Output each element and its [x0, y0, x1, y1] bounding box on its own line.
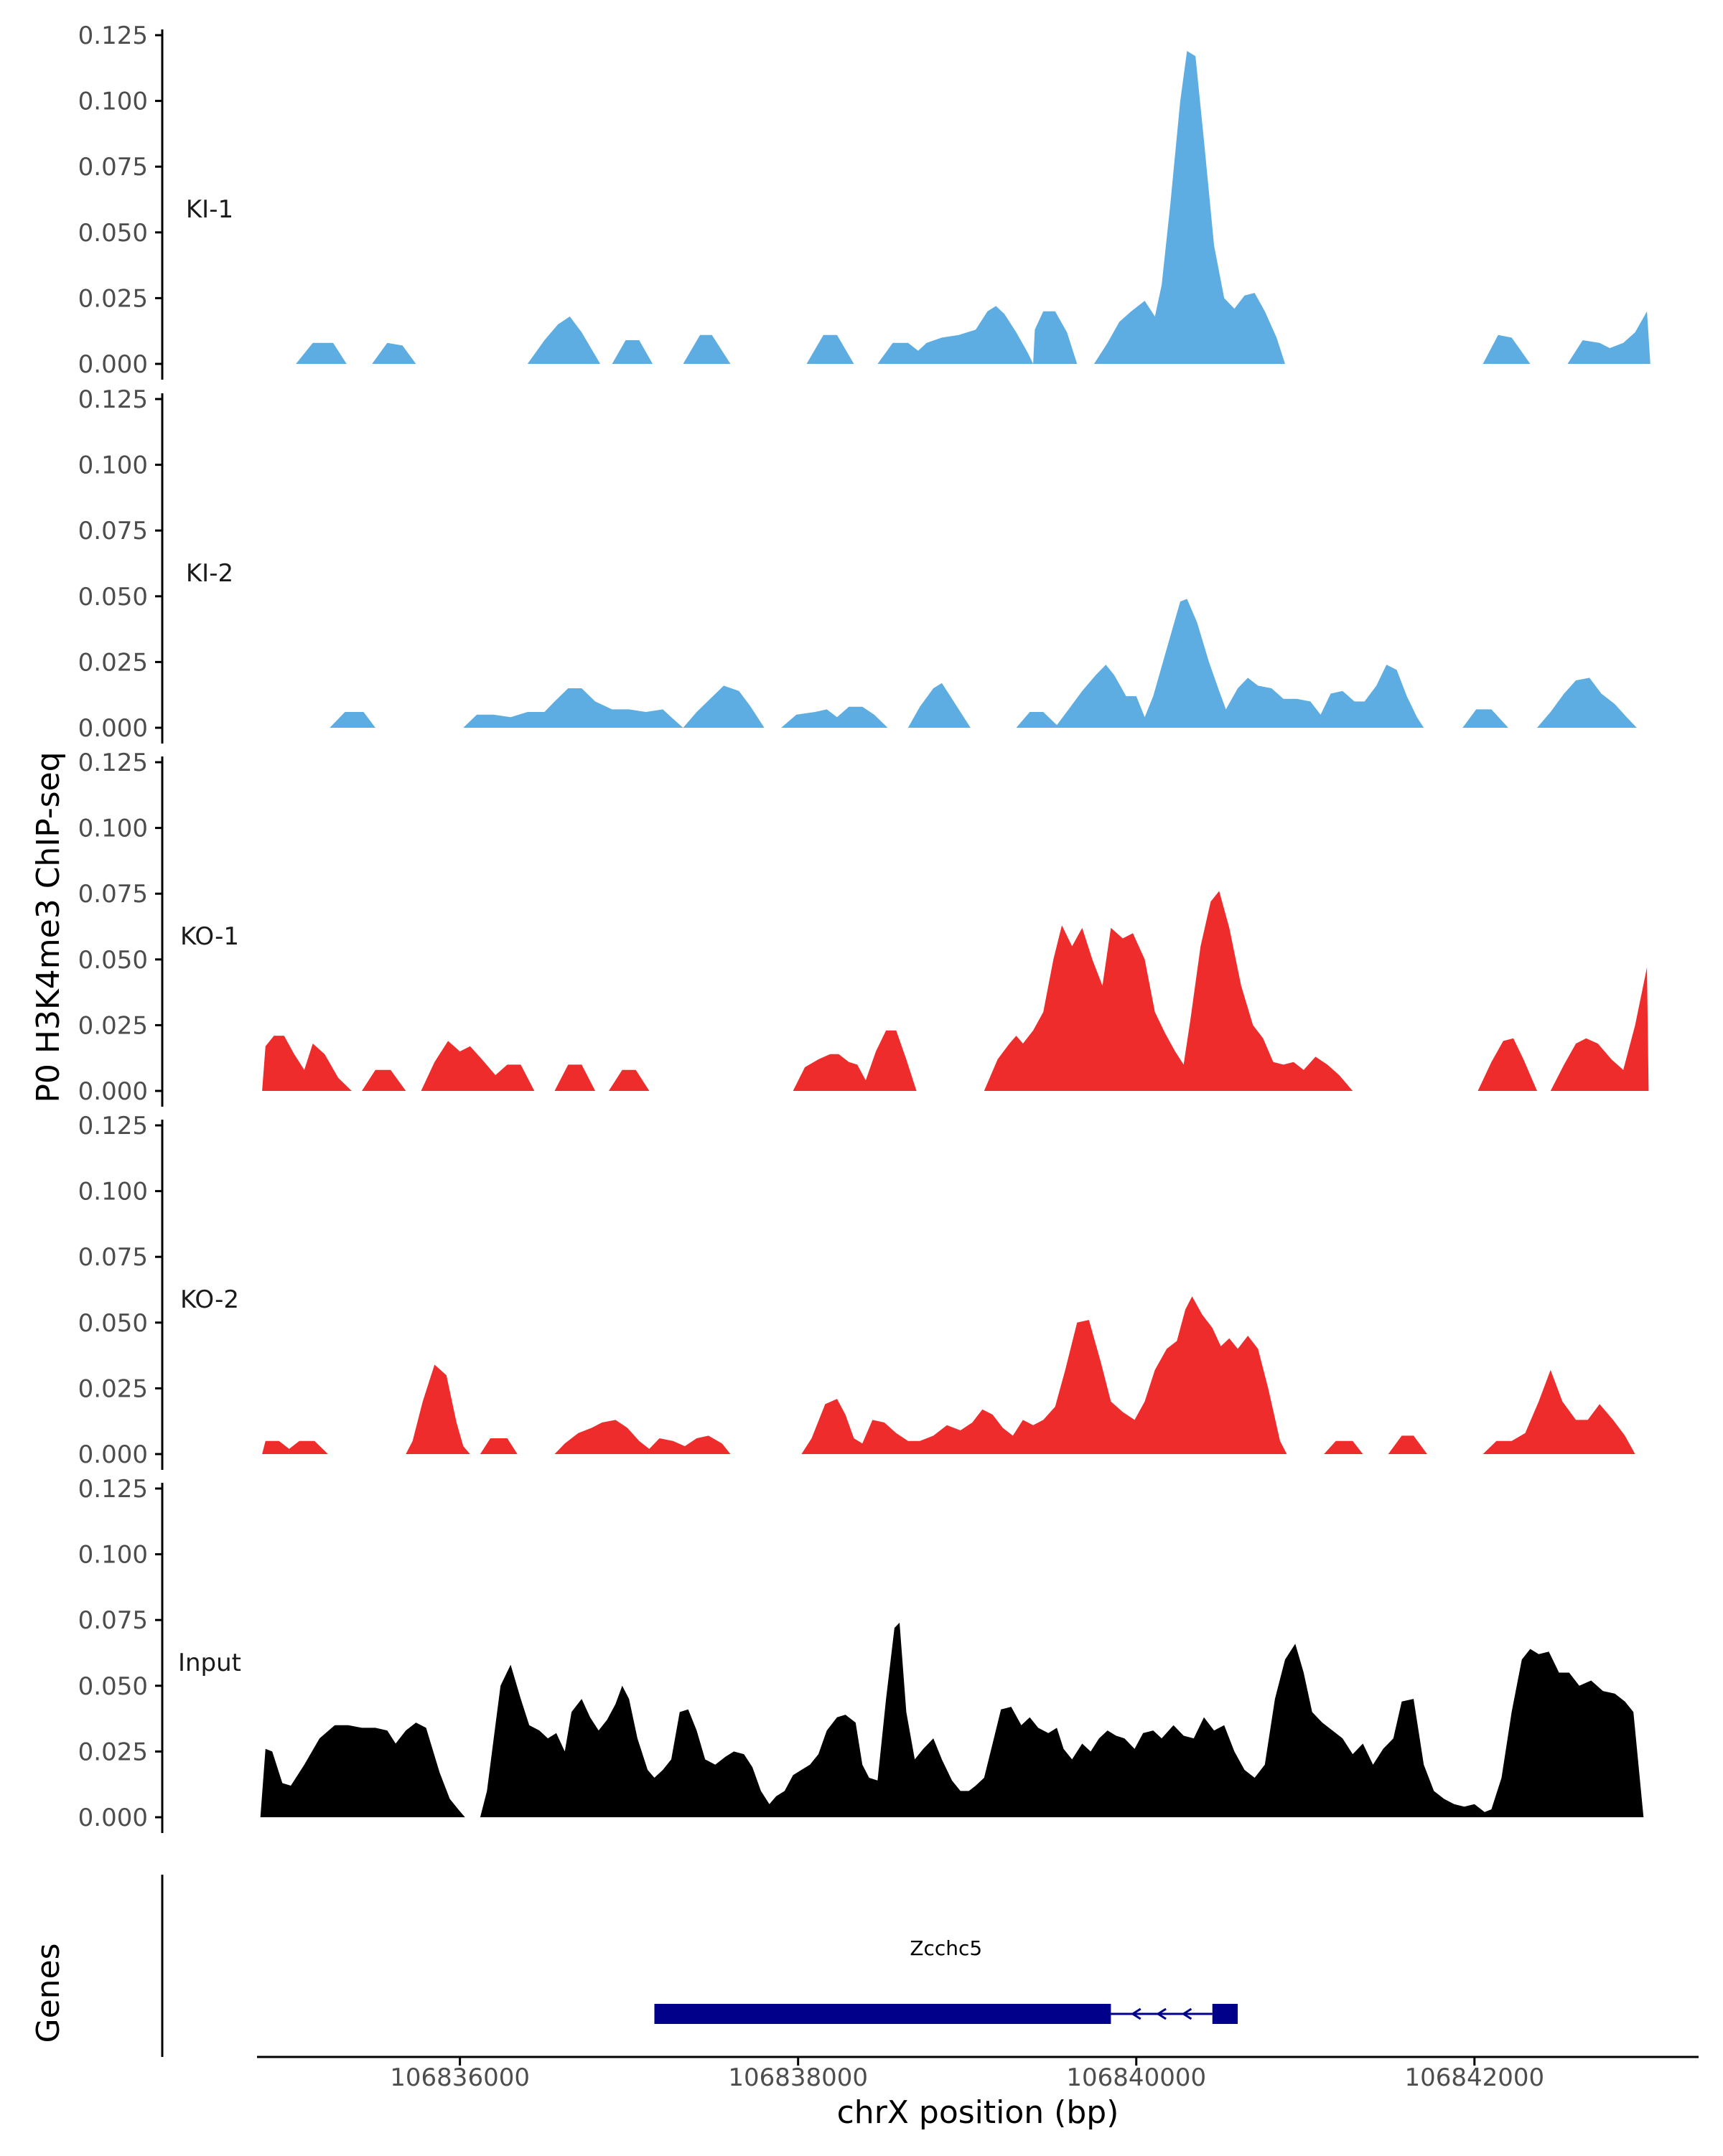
track-ki-1: 0.000 0.025 0.050 0.075 0.100 0.125 KI-1 [78, 22, 1650, 380]
track-input: 0.000 0.025 0.050 0.075 0.100 0.125 Input [78, 1475, 1644, 1833]
x-tick-label: 106838000 [728, 2063, 868, 2092]
y-tick-label: 0.125 [78, 22, 148, 50]
y-tick-label: 0.100 [78, 1178, 148, 1206]
y-tick-label: 0.075 [78, 153, 148, 182]
tracks-layer: 0.0000.0250.0500.0750.1000.125KI-10.0000… [78, 22, 1650, 1833]
track-label: KO-2 [180, 1285, 239, 1314]
track-ko-2: 0.000 0.025 0.050 0.075 0.100 0.125 KO-2 [78, 1112, 1635, 1470]
x-tick-label: 106842000 [1404, 2063, 1544, 2092]
y-tick-label: 0.125 [78, 1475, 148, 1504]
y-tick-label: 0.025 [78, 648, 148, 677]
signal-area-ki-2 [330, 599, 1637, 728]
x-axis-title: chrX position (bp) [837, 2094, 1119, 2131]
y-tick-label: 0.000 [78, 714, 148, 743]
y-tick-label: 0.000 [78, 1440, 148, 1469]
y-tick-label: 0.025 [78, 284, 148, 313]
y-tick-label: 0.025 [78, 1738, 148, 1766]
y-tick-label: 0.075 [78, 880, 148, 909]
gene-name-label: Zcchc5 [910, 1936, 982, 1960]
signal-area-input [260, 1622, 1644, 1817]
y-tick-label: 0.075 [78, 1606, 148, 1635]
track-label: KI-2 [186, 559, 233, 588]
y-tick-label: 0.100 [78, 451, 148, 480]
y-tick-label: 0.000 [78, 1804, 148, 1832]
strand-arrow-icon [1181, 2007, 1192, 2020]
track-label: KI-1 [186, 195, 233, 224]
y-axis-title: P0 H3K4me3 ChIP-seq [30, 751, 67, 1102]
signal-area-ko-1 [262, 891, 1649, 1091]
track-ki-2: 0.000 0.025 0.050 0.075 0.100 0.125 KI-2 [78, 385, 1637, 744]
y-tick-label: 0.050 [78, 1672, 148, 1701]
y-tick-label: 0.100 [78, 1541, 148, 1570]
gene-panel: Zcchc5 [161, 1875, 1238, 2057]
y-tick-label: 0.050 [78, 583, 148, 611]
y-tick-label: 0.025 [78, 1374, 148, 1403]
y-tick-label: 0.025 [78, 1011, 148, 1040]
signal-area-ko-2 [262, 1296, 1635, 1454]
y-tick-label: 0.125 [78, 385, 148, 414]
exon-small [1212, 2004, 1238, 2024]
x-tick-label: 106840000 [1066, 2063, 1206, 2092]
track-label: Input [178, 1649, 241, 1677]
y-tick-label: 0.100 [78, 88, 148, 116]
y-tick-label: 0.125 [78, 749, 148, 777]
y-tick-label: 0.050 [78, 1309, 148, 1338]
strand-arrow-icon [1156, 2007, 1167, 2020]
y-tick-label: 0.100 [78, 815, 148, 843]
y-tick-label: 0.050 [78, 946, 148, 975]
y-tick-label: 0.125 [78, 1112, 148, 1140]
y-tick-label: 0.050 [78, 219, 148, 248]
x-axis: 106836000 106838000 106840000 106842000 [257, 2056, 1699, 2092]
y-tick-label: 0.075 [78, 1243, 148, 1272]
strand-arrow-icon [1130, 2007, 1141, 2020]
y-tick-label: 0.000 [78, 350, 148, 379]
track-ko-1: 0.000 0.025 0.050 0.075 0.100 0.125 KO-1 [78, 749, 1649, 1107]
track-label: KO-1 [180, 922, 239, 951]
y-tick-label: 0.000 [78, 1077, 148, 1106]
x-tick-label: 106836000 [390, 2063, 530, 2092]
exon-large [654, 2004, 1111, 2024]
y-tick-label: 0.075 [78, 517, 148, 545]
genes-panel-title: Genes [30, 1943, 67, 2043]
signal-area-ki-1 [296, 51, 1650, 364]
